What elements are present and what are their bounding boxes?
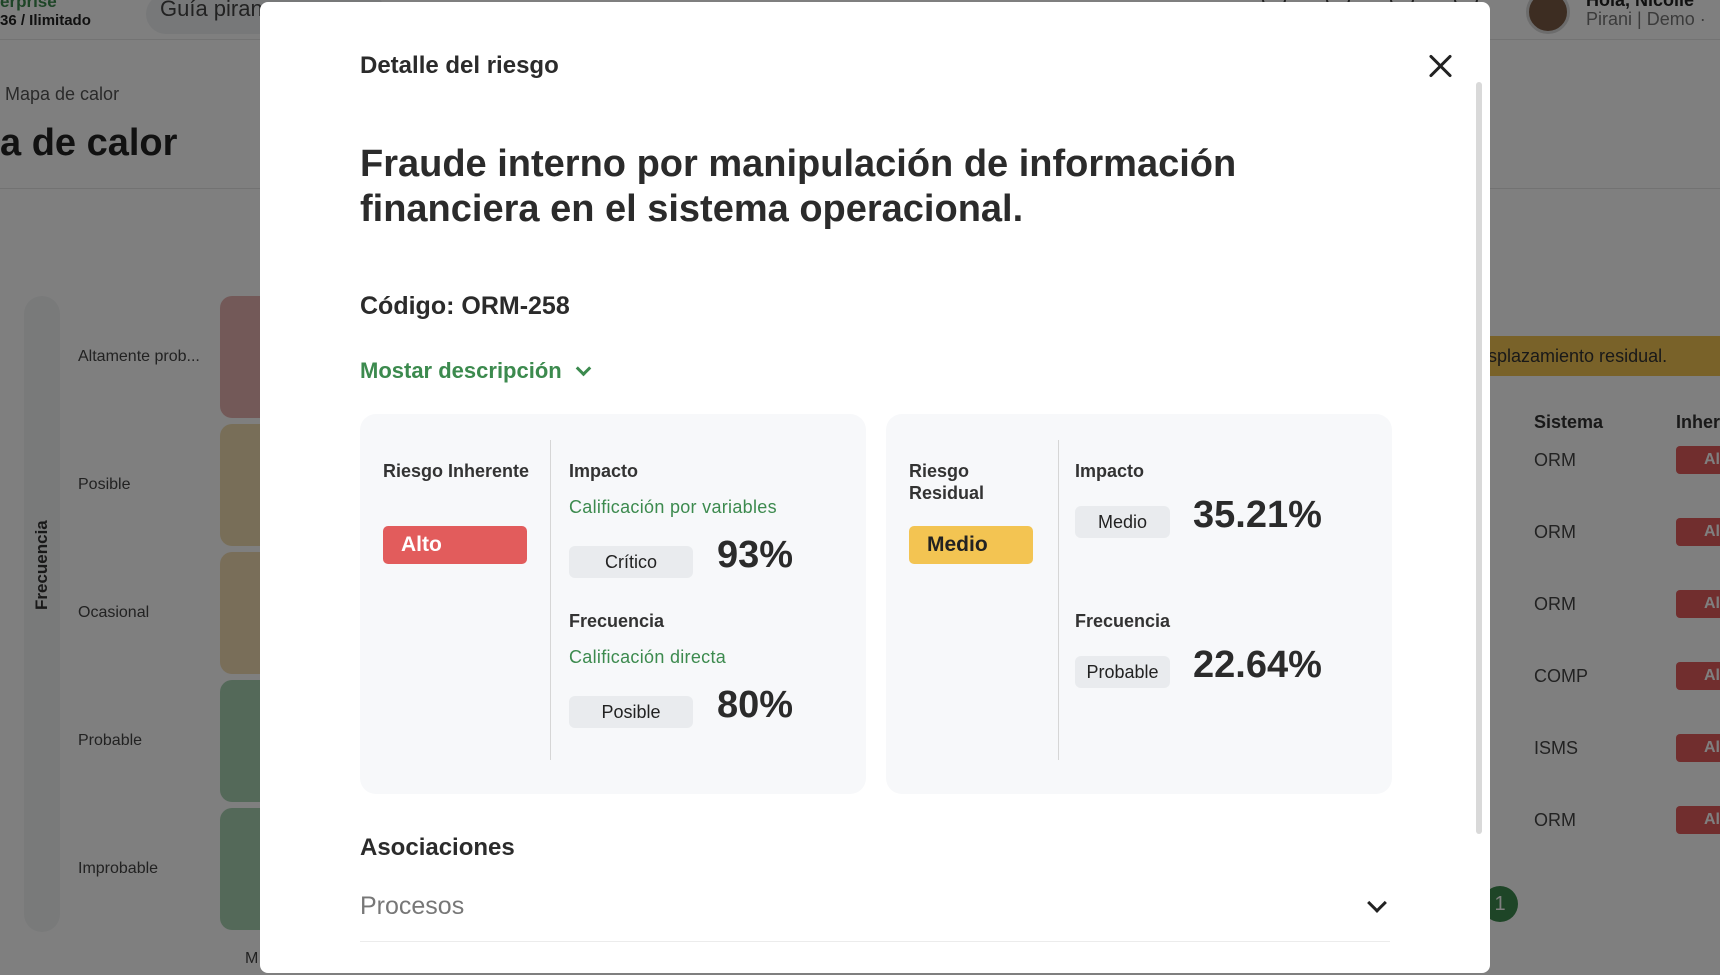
inherent-impact-percent: 93% <box>717 534 794 576</box>
risk-code: Código: ORM-258 <box>360 292 570 321</box>
inherent-impact-label: Impacto <box>569 461 639 481</box>
inherent-impact-rating: Crítico <box>569 546 693 578</box>
residual-impact-percent: 35.21% <box>1193 494 1322 536</box>
inherent-level-badge: Alto <box>383 526 527 564</box>
risk-code-value: ORM-258 <box>461 292 570 320</box>
inherent-risk-card: Riesgo Inherente Alto Impacto Calificaci… <box>360 414 866 794</box>
close-icon[interactable] <box>1420 46 1460 86</box>
residual-frequency-rating: Probable <box>1075 656 1170 688</box>
residual-impact-label: Impacto <box>1075 461 1145 481</box>
processes-label: Procesos <box>360 892 465 920</box>
risk-code-label: Código: <box>360 292 455 320</box>
residual-risk-card: Riesgo Residual Medio Impacto Medio 35.2… <box>886 414 1392 794</box>
inherent-frequency-percent: 80% <box>717 684 794 726</box>
risk-title: Fraude interno por manipulación de infor… <box>360 143 1237 230</box>
inherent-frequency-label: Frecuencia <box>569 611 665 631</box>
card-divider <box>550 440 551 760</box>
card-divider <box>1058 440 1059 760</box>
residual-level-badge: Medio <box>909 526 1033 564</box>
show-description-toggle[interactable]: Mostar descripción <box>360 358 591 384</box>
inherent-frequency-method: Calificación directa <box>569 647 727 667</box>
modal-scrollbar[interactable] <box>1476 82 1482 834</box>
residual-risk-label: Riesgo Residual <box>909 461 985 503</box>
inherent-frequency-rating: Posible <box>569 696 693 728</box>
risk-detail-modal: Detalle del riesgo Fraude interno por ma… <box>260 2 1490 973</box>
inherent-impact-method: Calificación por variables <box>569 497 777 517</box>
residual-frequency-percent: 22.64% <box>1193 644 1322 686</box>
modal-header: Detalle del riesgo <box>360 52 559 79</box>
residual-frequency-label: Frecuencia <box>1075 611 1171 631</box>
processes-accordion[interactable]: Procesos <box>360 882 1390 942</box>
residual-impact-rating: Medio <box>1075 506 1170 538</box>
associations-title: Asociaciones <box>360 834 515 861</box>
chevron-down-icon <box>575 360 591 377</box>
show-description-label: Mostar descripción <box>360 358 562 383</box>
chevron-down-icon[interactable] <box>1367 893 1387 913</box>
inherent-risk-label: Riesgo Inherente <box>383 461 530 481</box>
